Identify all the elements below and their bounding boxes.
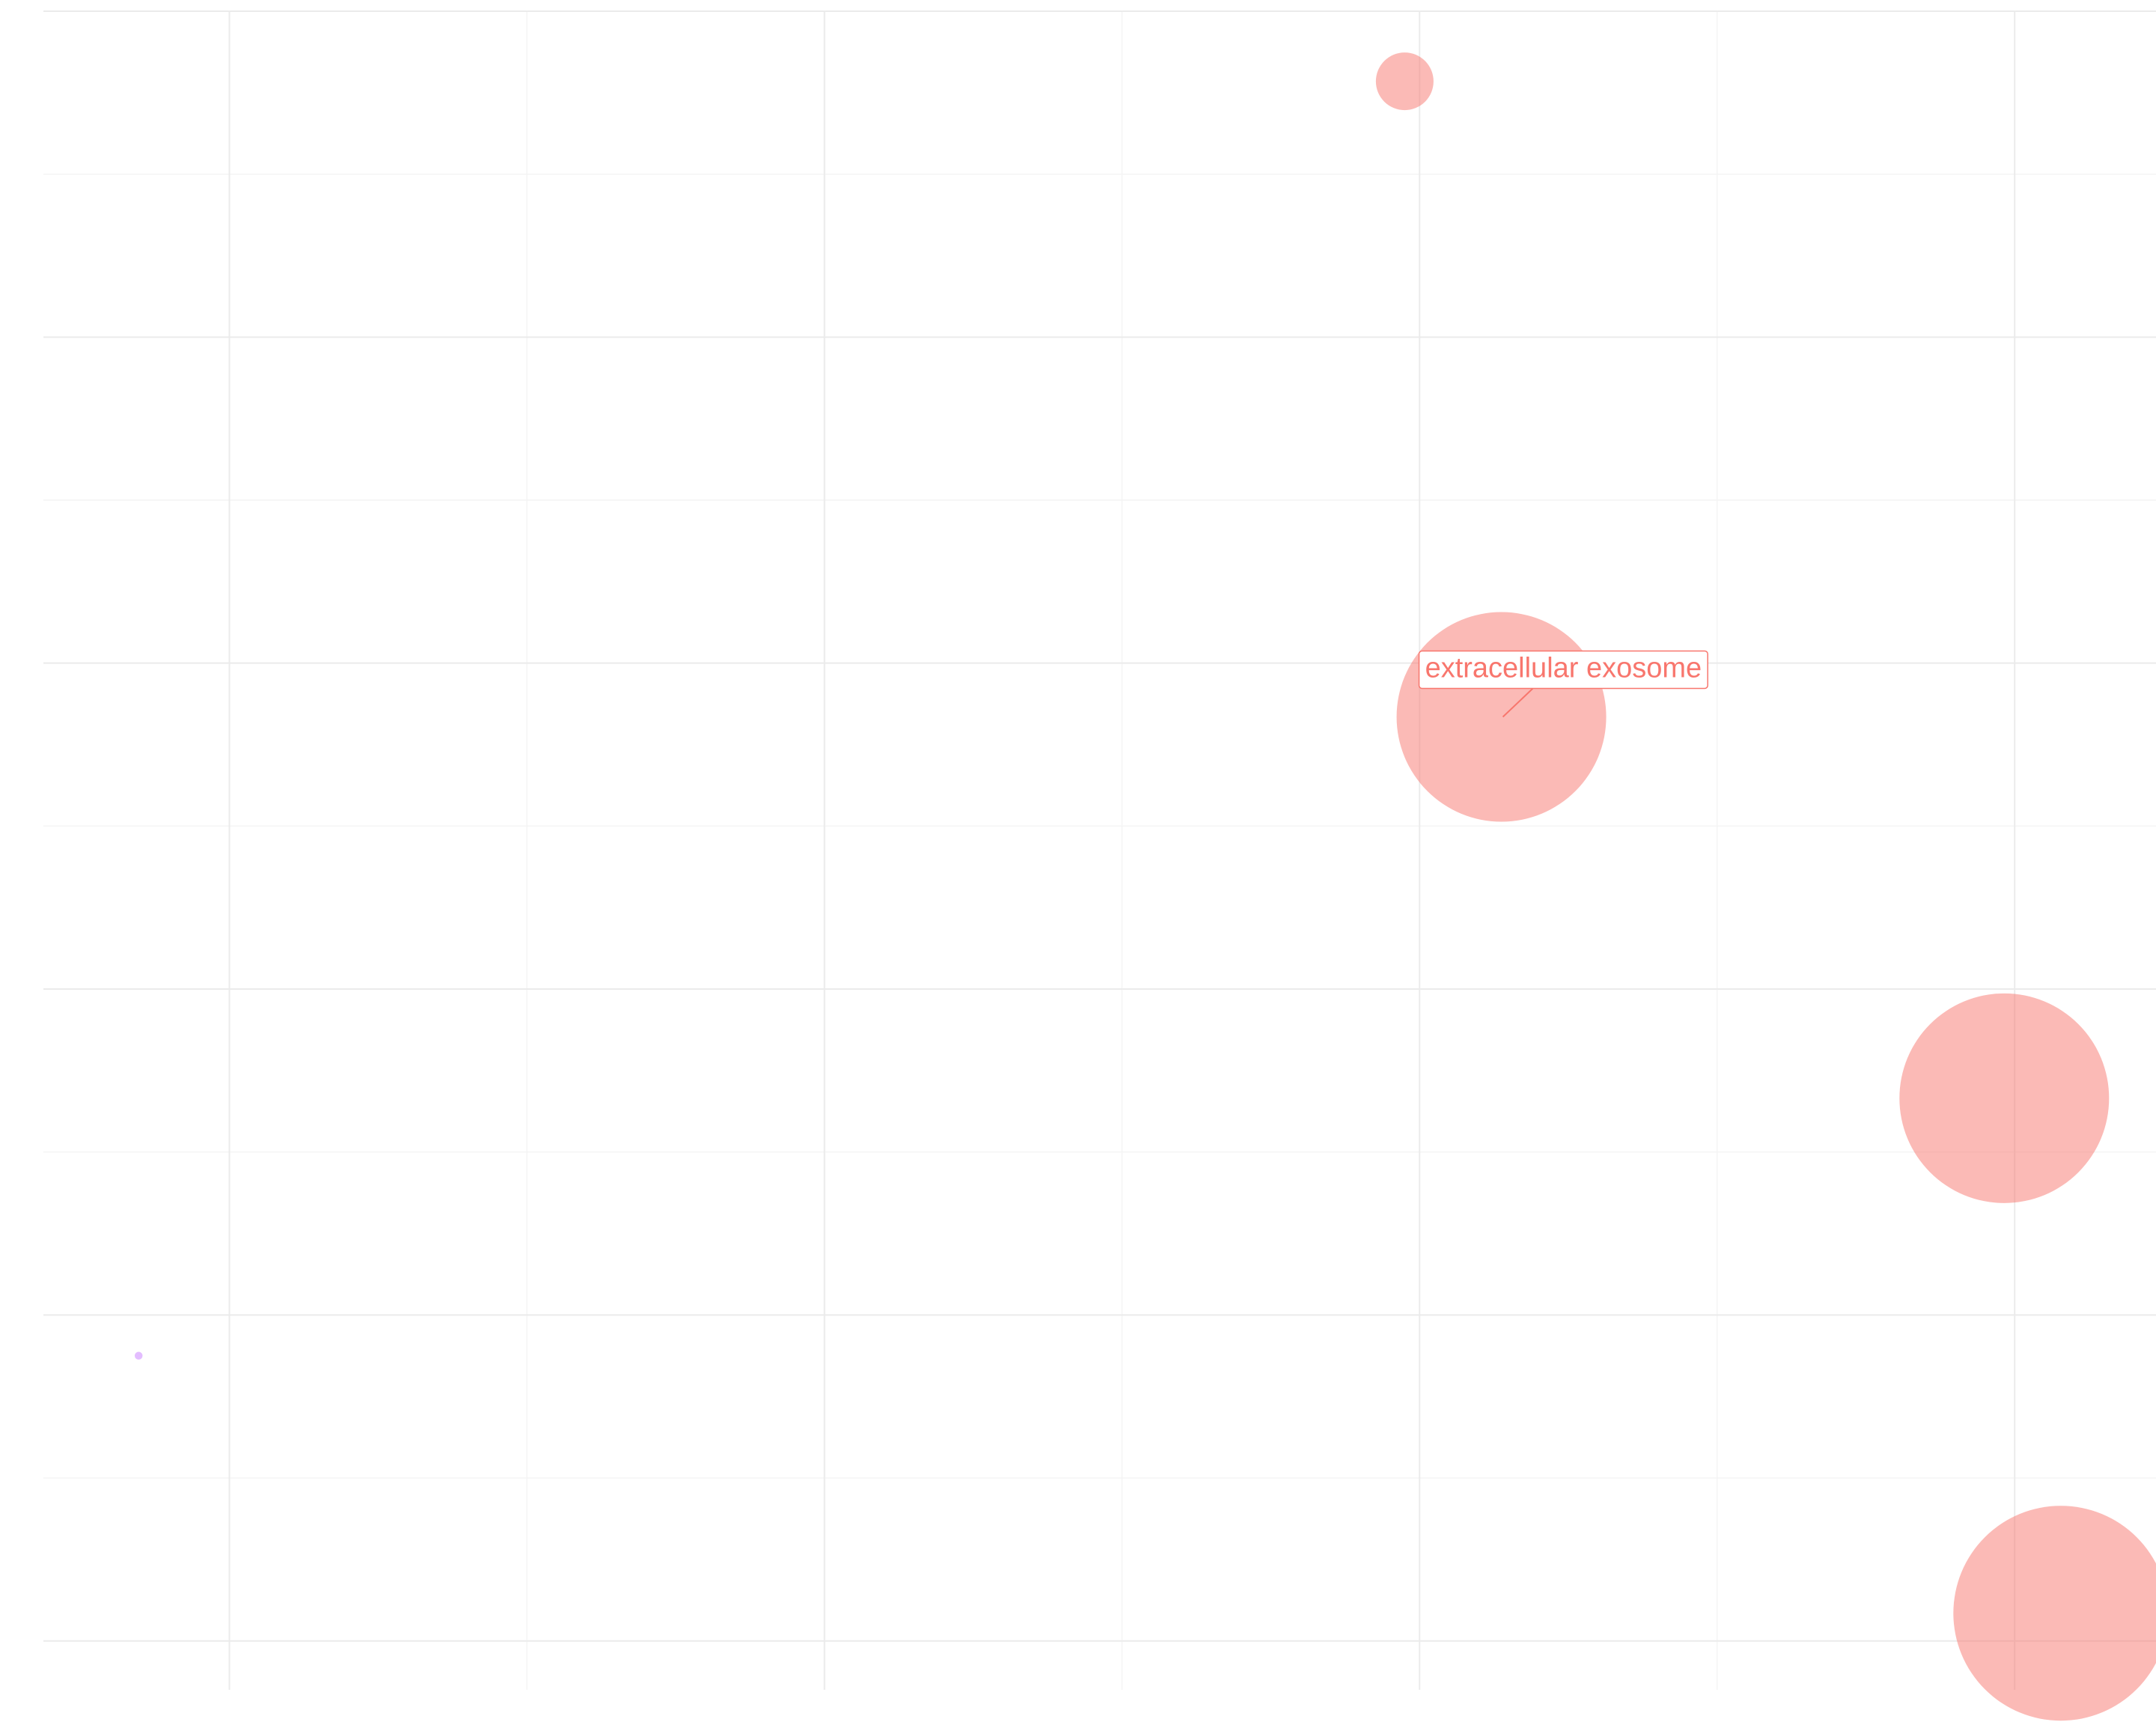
annotation-label-box [1418,650,1708,690]
annotation-leader-line [1502,687,1534,718]
bubble-point-4 [134,1351,143,1360]
major-gridlines [43,10,2156,1690]
minor-gridlines [43,11,2156,1690]
bubble-point-0 [1375,52,1434,111]
annotation-1: extracellular exosome [1418,650,1708,718]
bubble-point-3 [1953,1506,2156,1721]
annotation-label-text: extracellular exosome [1425,653,1702,684]
bubble-point-2 [1899,993,2110,1203]
bubble-point-1 [1396,612,1607,822]
point-annotations: extracellular exosome [1418,650,1708,718]
